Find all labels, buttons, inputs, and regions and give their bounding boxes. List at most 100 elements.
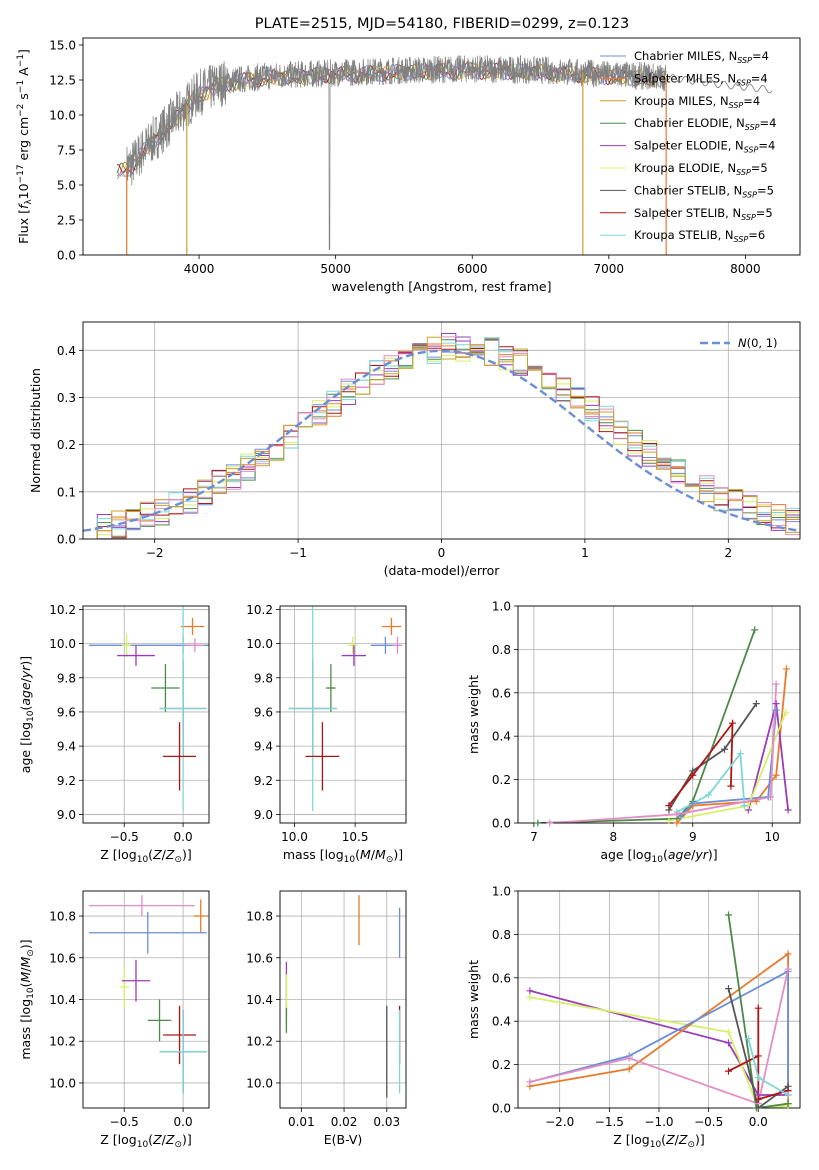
y-tick-label: 10.0 bbox=[246, 637, 273, 651]
y-tick-label: 0.4 bbox=[492, 1015, 511, 1029]
y-tick-label: 0.0 bbox=[57, 533, 76, 547]
weight-marker bbox=[725, 985, 733, 993]
x-tick-label: −2.0 bbox=[545, 1115, 574, 1129]
y-axis-label-part: A bbox=[16, 67, 31, 80]
y-tick-label: 0.1 bbox=[57, 485, 76, 499]
weight_vs_age-frame bbox=[517, 605, 801, 824]
y-tick-label: 0.6 bbox=[492, 971, 511, 985]
y-axis-label-part: M bbox=[18, 956, 33, 967]
weight-marker bbox=[784, 950, 792, 958]
y-tick-label: 0.2 bbox=[492, 773, 511, 787]
y-axis-label: age [log10(age/yr)] bbox=[18, 656, 36, 773]
y-tick-label: 10.2 bbox=[246, 603, 273, 617]
x-axis-label-part: 10 bbox=[344, 855, 356, 865]
weight-marker bbox=[677, 812, 685, 820]
x-axis-label-part: (data-model)/error bbox=[384, 563, 501, 578]
x-tick-label: 7000 bbox=[594, 262, 625, 276]
weight_vs_age-axes: 7 8 9 10 0.0 0.2 0.4 0.6 0.8 1.0 bbox=[492, 600, 801, 844]
y-tick-label: 10.0 bbox=[49, 637, 76, 651]
legend-label: Chabrier ELODIE, NSSP=4 bbox=[634, 116, 776, 132]
y-axis-label-part: M bbox=[18, 972, 33, 983]
weight_vs_Z-axes: −2.0 −1.5 −1.0 −0.5 0.0 0.0 0.2 0.4 0.6 0.8 1.0 bbox=[492, 885, 801, 1129]
weight-line bbox=[727, 914, 789, 1108]
normal-curve bbox=[83, 349, 798, 532]
weight-marker bbox=[705, 791, 713, 799]
legend-sub: SSP bbox=[742, 190, 757, 199]
x-axis-label-part: ( bbox=[663, 847, 668, 862]
y-tick-label: 1.0 bbox=[492, 600, 511, 614]
x-axis-label-part: ⊙ bbox=[174, 1140, 182, 1150]
y-axis-label-part: erg cm bbox=[16, 117, 31, 165]
weight-marker bbox=[754, 1095, 762, 1103]
x-axis-label-part: 10 bbox=[137, 1140, 149, 1150]
y-tick-label: 10.0 bbox=[49, 109, 76, 123]
x-tick-label: 0.03 bbox=[373, 1115, 400, 1129]
y-axis-label-part: ⊙ bbox=[26, 949, 36, 957]
y-tick-label: 9.2 bbox=[57, 774, 76, 788]
weight-marker bbox=[772, 771, 780, 779]
weight-marker bbox=[740, 802, 748, 810]
weight-marker bbox=[772, 680, 780, 688]
x-axis-label-part: ⊙ bbox=[174, 855, 182, 865]
legend-value: =6 bbox=[748, 228, 765, 242]
y-tick-label: 0.0 bbox=[492, 817, 511, 831]
weight_vs_Z-plot-area bbox=[529, 914, 789, 1108]
legend-name: N bbox=[738, 336, 747, 350]
age_vs_mass-axes: 10.0 10.5 9.0 9.2 9.4 9.6 9.8 10.0 10.2 bbox=[246, 603, 407, 844]
x-tick-label: 0 bbox=[438, 546, 446, 560]
y-axis-label-part: ( bbox=[18, 983, 33, 988]
x-axis-label-part: ( bbox=[355, 847, 360, 862]
x-tick-label: −1.5 bbox=[595, 1115, 624, 1129]
y-axis-label: mass [log10(M/M⊙)] bbox=[18, 939, 36, 1059]
y-tick-label: 5.0 bbox=[57, 179, 76, 193]
spectrum-axes: 4000 5000 6000 7000 8000 0.0 2.5 5.0 7.5 10.0 12.5… bbox=[49, 37, 801, 276]
y-tick-label: 0.8 bbox=[492, 928, 511, 942]
x-axis-label: wavelength [Angstrom, rest frame] bbox=[331, 279, 551, 294]
y-tick-label: 7.5 bbox=[57, 144, 76, 158]
age_vs_mass-plot-area bbox=[288, 606, 403, 812]
y-tick-label: 0.0 bbox=[492, 1102, 511, 1116]
legend-label: Kroupa ELODIE, NSSP=5 bbox=[634, 161, 768, 177]
y-tick-label: 9.8 bbox=[57, 671, 76, 685]
x-tick-label: −1.0 bbox=[644, 1115, 673, 1129]
x-axis-label-part: age bbox=[668, 847, 692, 862]
weight-marker bbox=[754, 1052, 762, 1060]
weight-marker bbox=[673, 819, 681, 827]
y-axis-label-part: 10 bbox=[26, 987, 36, 999]
x-tick-label: 0.0 bbox=[174, 830, 193, 844]
y-axis-label: mass weight bbox=[466, 675, 481, 754]
x-axis-label-part: yr bbox=[694, 847, 708, 862]
legend-sub: SSP bbox=[736, 168, 751, 177]
x-tick-label: 10 bbox=[765, 830, 780, 844]
y-axis-label-part: age bbox=[18, 682, 33, 706]
legend-name: Salpeter MILES, N bbox=[634, 71, 736, 85]
y-tick-label: 10.4 bbox=[246, 993, 273, 1007]
x-axis-label-part: Z bbox=[152, 1132, 162, 1147]
weight-marker bbox=[754, 1004, 762, 1012]
y-tick-label: 10.6 bbox=[49, 951, 76, 965]
weight-line bbox=[680, 710, 778, 818]
weight-marker bbox=[754, 1104, 762, 1112]
x-axis-label-part: Z [log bbox=[100, 847, 136, 862]
x-axis-label-part: Z bbox=[665, 1132, 675, 1147]
legend-label: Kroupa MILES, NSSP=4 bbox=[634, 94, 760, 110]
legend-sub: SSP bbox=[734, 235, 749, 244]
age_vs_mass-frame bbox=[279, 605, 407, 824]
model-spectrum bbox=[116, 62, 667, 177]
legend-sub: SSP bbox=[736, 78, 751, 87]
weight-marker bbox=[689, 771, 697, 779]
x-axis-label: (data-model)/error bbox=[384, 563, 501, 578]
x-tick-label: −2 bbox=[146, 546, 164, 560]
legend-value: =4 bbox=[760, 116, 777, 130]
legend-label: Chabrier MILES, NSSP=4 bbox=[634, 49, 769, 65]
y-axis-label-part: / bbox=[18, 967, 33, 972]
spectrum-frame bbox=[82, 37, 801, 256]
legend-sub: SSP bbox=[741, 213, 756, 222]
x-axis-label-part: / bbox=[371, 847, 376, 862]
figure-title: PLATE=2515, MJD=54180, FIBERID=0299, z=0… bbox=[255, 16, 629, 32]
weight-marker bbox=[689, 799, 697, 807]
y-tick-label: 0.3 bbox=[57, 391, 76, 405]
x-tick-label: 0.0 bbox=[749, 1115, 768, 1129]
y-axis-label-part: mass weight bbox=[466, 960, 481, 1039]
legend-name: Salpeter ELODIE, N bbox=[634, 139, 744, 153]
